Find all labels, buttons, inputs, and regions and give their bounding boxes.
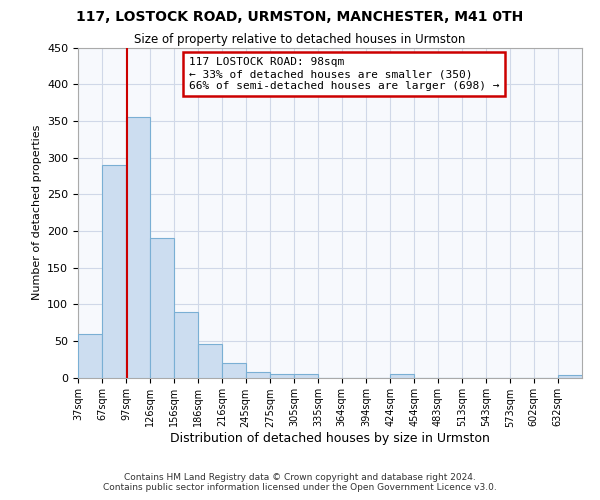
Bar	[390, 374, 414, 378]
Text: 117, LOSTOCK ROAD, URMSTON, MANCHESTER, M41 0TH: 117, LOSTOCK ROAD, URMSTON, MANCHESTER, …	[76, 10, 524, 24]
Y-axis label: Number of detached properties: Number of detached properties	[32, 125, 41, 300]
X-axis label: Distribution of detached houses by size in Urmston: Distribution of detached houses by size …	[170, 432, 490, 446]
Bar	[102, 165, 127, 378]
Bar	[127, 117, 150, 378]
Text: Contains HM Land Registry data © Crown copyright and database right 2024.
Contai: Contains HM Land Registry data © Crown c…	[103, 473, 497, 492]
Bar	[150, 238, 174, 378]
Bar	[174, 312, 198, 378]
Bar	[78, 334, 102, 378]
Bar	[246, 372, 270, 378]
Bar	[558, 374, 582, 378]
Bar	[294, 374, 319, 378]
Text: 117 LOSTOCK ROAD: 98sqm
← 33% of detached houses are smaller (350)
66% of semi-d: 117 LOSTOCK ROAD: 98sqm ← 33% of detache…	[189, 58, 499, 90]
Bar	[223, 363, 246, 378]
Bar	[198, 344, 223, 378]
Text: Size of property relative to detached houses in Urmston: Size of property relative to detached ho…	[134, 32, 466, 46]
Bar	[270, 374, 294, 378]
